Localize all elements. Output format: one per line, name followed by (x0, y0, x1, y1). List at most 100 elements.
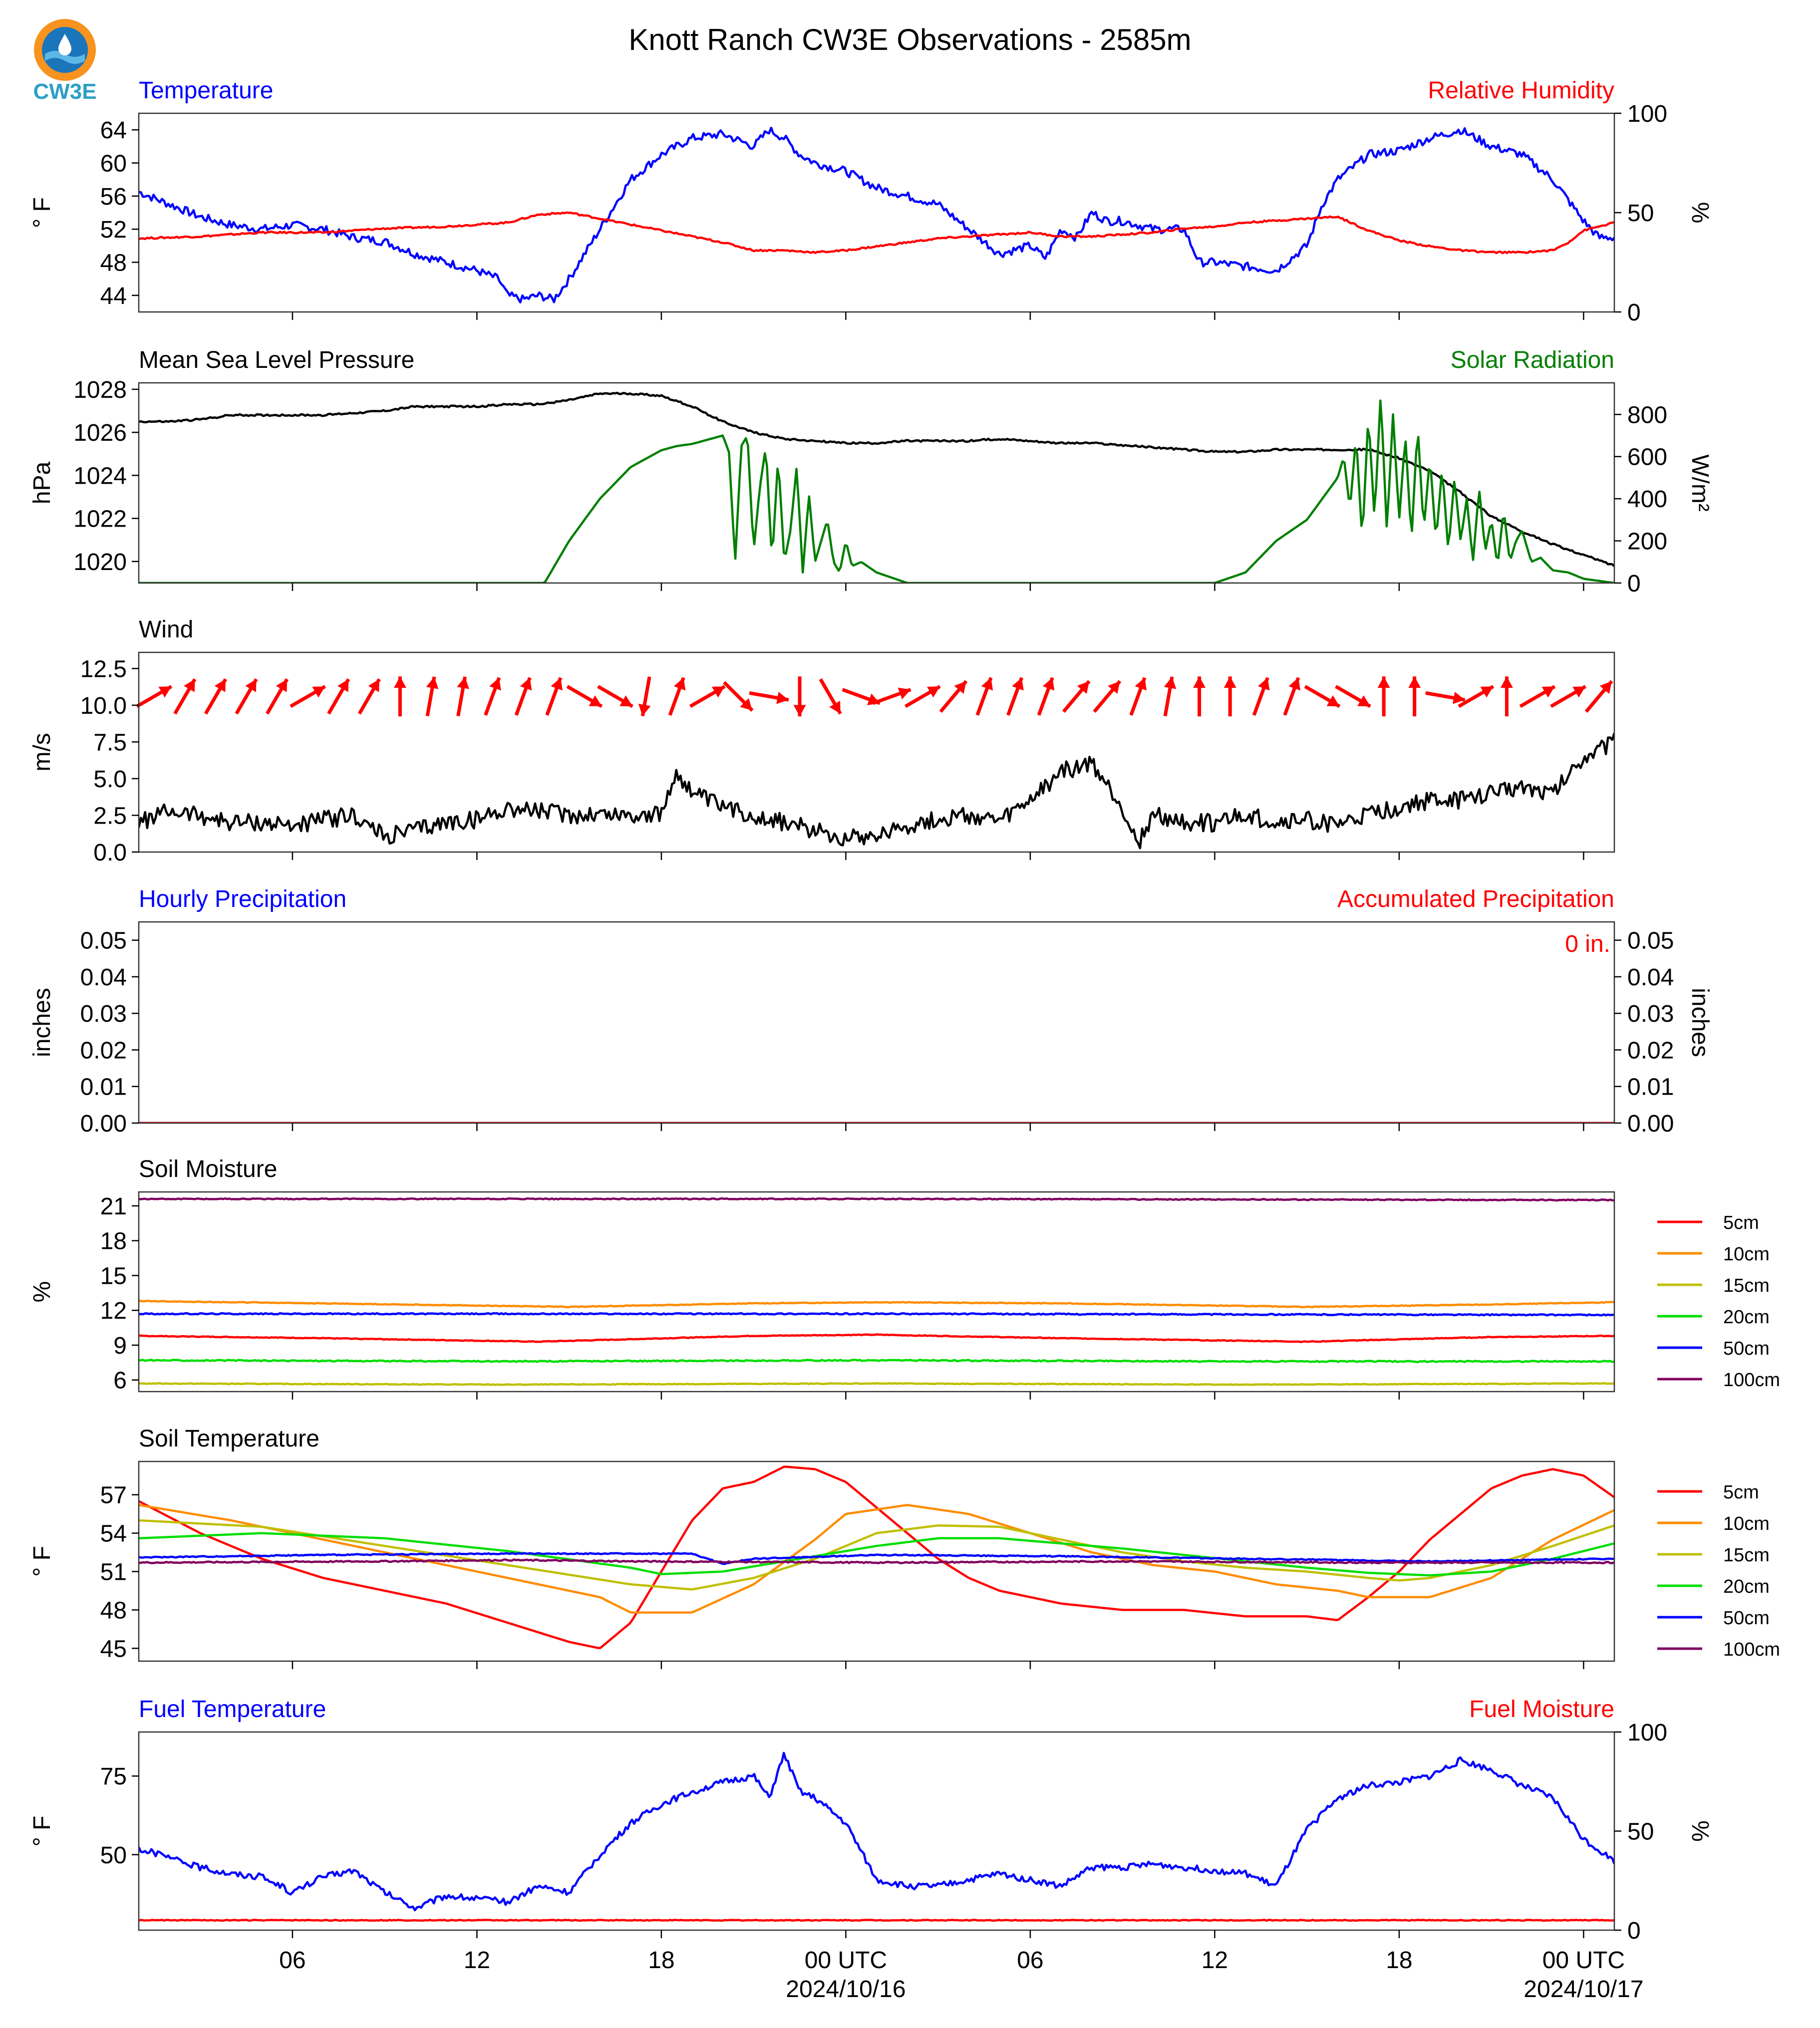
wind-arrow (357, 678, 381, 715)
legend-label: 20cm (1723, 1307, 1770, 1328)
wind-arrow (668, 677, 686, 716)
y2-tick-label: 200 (1627, 529, 1667, 555)
wind-arrow (514, 677, 532, 716)
legend-label: 50cm (1723, 1338, 1770, 1359)
legend-label: 5cm (1723, 1212, 1759, 1233)
wind-arrow (235, 678, 258, 715)
wind-arrow (266, 678, 289, 715)
wind-arrow (1093, 680, 1122, 713)
y-tick-label: 64 (100, 117, 127, 144)
wind-arrow (327, 678, 350, 715)
y2-tick-label: 0.01 (1627, 1074, 1674, 1101)
wind-arrow (1223, 676, 1236, 717)
series-line (139, 1519, 1614, 1591)
y-axis-label: ° F (29, 1816, 55, 1847)
panel-soil-temp: Soil Temperature 45 48 51 54 57 ° F 5cm 10cm 15cm… (29, 1426, 1780, 1669)
wind-arrow-head (793, 705, 806, 717)
series-line (139, 1465, 1614, 1649)
y-axis-label: m/s (29, 733, 55, 771)
wind-arrow-head (954, 681, 966, 694)
y2-tick-label: 400 (1627, 486, 1667, 513)
panel-title-right: Relative Humidity (1428, 77, 1614, 104)
wind-arrow (456, 676, 469, 717)
series-group (139, 1751, 1614, 1922)
y-tick-label: 0.05 (80, 928, 127, 954)
wind-arrow-head (638, 703, 651, 716)
wind-arrow (1458, 685, 1495, 708)
y-tick-label: 9 (113, 1333, 127, 1359)
wind-arrow-head (520, 677, 532, 691)
wind-arrow (723, 681, 754, 712)
panel-temp-rh: Temperature Relative Humidity 44 48 52 56 60 64… (29, 77, 1713, 326)
wind-arrow-head (489, 677, 501, 691)
legend-label: 50cm (1723, 1608, 1770, 1629)
wind-arrow (566, 685, 603, 708)
wind-arrow-head (740, 698, 753, 711)
x-tick-label: 18 (648, 1947, 674, 1974)
wind-arrow-head (1408, 676, 1421, 688)
wind-arrow (819, 678, 842, 715)
series-line (139, 1919, 1614, 1922)
x-tick-label: 06 (279, 1947, 305, 1974)
y-tick-label: 50 (100, 1842, 127, 1869)
wind-arrow (545, 677, 563, 716)
series-line (139, 1333, 1614, 1343)
y2-tick-label: 0 (1627, 299, 1641, 326)
x-tick-label: 12 (464, 1947, 490, 1974)
wind-arrow (1335, 685, 1371, 708)
y-tick-label: 18 (100, 1228, 127, 1255)
y-tick-label: 2.5 (93, 803, 127, 829)
series-line (139, 1300, 1614, 1309)
panel-wind: Wind 0.0 2.5 5.0 7.5 10.0 12.5 m/s (29, 616, 1615, 866)
x-date-label: 2024/10/17 (1523, 1976, 1643, 2003)
y2-axis-label: % (1687, 202, 1713, 224)
panel-title-left: Temperature (139, 77, 273, 104)
wind-arrow-head (245, 679, 257, 692)
wind-arrow (1006, 677, 1024, 716)
x-tick-label: 06 (1017, 1947, 1043, 1974)
wind-arrow-head (457, 676, 469, 689)
y2-tick-label: 600 (1627, 444, 1667, 471)
wind-arrow (136, 685, 173, 708)
panel-title-left: Wind (139, 616, 193, 643)
wind-arrow-head (1257, 677, 1270, 691)
y2-tick-label: 100 (1627, 101, 1667, 127)
wind-arrow-head (1357, 695, 1371, 707)
wind-arrow-head (426, 676, 439, 689)
wind-arrow-head (829, 700, 841, 714)
panel-frame (138, 921, 1615, 1124)
x-tick-label: 00 UTC (805, 1947, 887, 1974)
series-group (139, 1197, 1614, 1386)
wind-arrow-head (214, 679, 226, 692)
wind-arrow-head (589, 695, 602, 707)
series-group (139, 126, 1614, 303)
panel-frame (138, 1460, 1615, 1662)
wind-arrow (1283, 677, 1300, 716)
x-tick-label: 12 (1202, 1947, 1228, 1974)
wind-arrow-head (1480, 686, 1494, 698)
panel-soil-moisture: Soil Moisture6912151821%5cm10cm15cm20cm5… (29, 1156, 1780, 1400)
series-line (139, 1552, 1614, 1565)
wind-arrow (749, 691, 789, 704)
series-line (139, 1358, 1614, 1363)
y2-axis-label: inches (1687, 988, 1713, 1057)
series-line (139, 1382, 1614, 1386)
series-line (139, 391, 1614, 568)
y-tick-label: 51 (100, 1559, 127, 1586)
panel-title-left: Fuel Temperature (139, 1696, 326, 1723)
cw3e-logo-graphic: CW3E (33, 19, 97, 104)
legend: 5cm 10cm 15cm 20cm 50cm 100cm (1657, 1482, 1780, 1660)
y-tick-label: 0.01 (80, 1074, 127, 1101)
series-line (139, 733, 1614, 850)
series-line (139, 1532, 1614, 1577)
y-tick-label: 1026 (73, 420, 127, 446)
panel-title-right: Accumulated Precipitation (1337, 886, 1614, 912)
legend: 5cm 10cm 15cm 20cm 50cm 100cm (1657, 1212, 1780, 1391)
wind-arrow (290, 685, 326, 708)
y-tick-label: 56 (100, 184, 127, 210)
wind-arrow-head (1599, 681, 1612, 694)
y-tick-label: 0.0 (93, 840, 127, 866)
y-tick-label: 52 (100, 217, 127, 243)
y-tick-label: 0.00 (80, 1111, 127, 1137)
